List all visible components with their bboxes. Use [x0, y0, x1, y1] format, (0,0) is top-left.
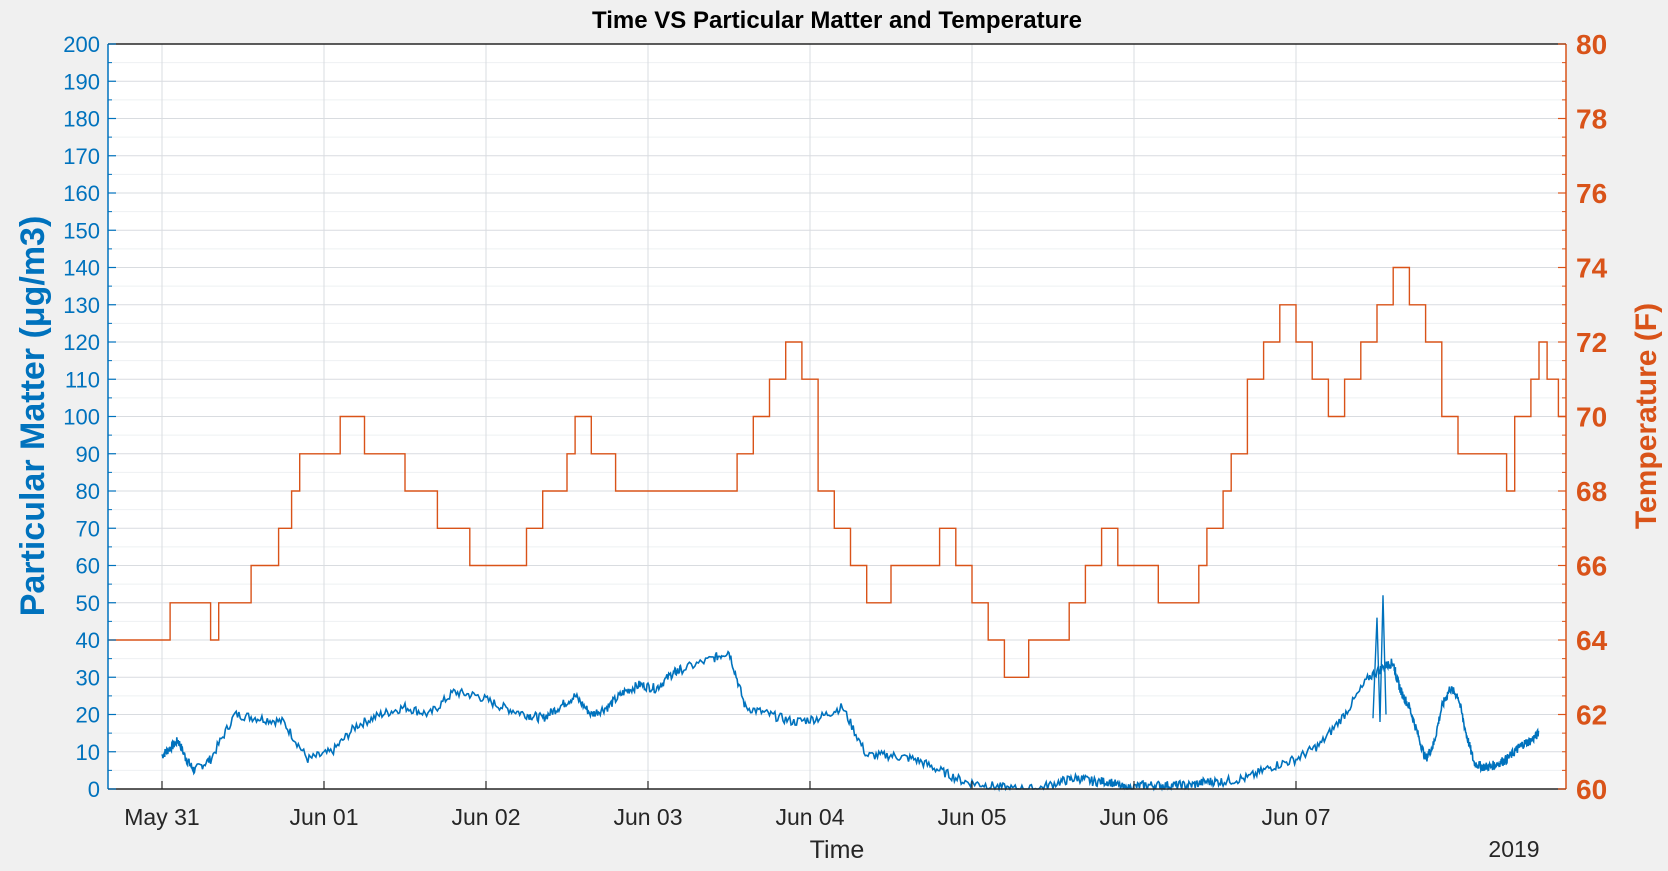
y-left-tick-label: 110 [65, 367, 100, 392]
y-right-tick-label: 78 [1576, 104, 1607, 135]
y-left-tick-label: 30 [76, 665, 100, 690]
y-right-tick-label: 72 [1576, 327, 1607, 358]
y-right-axis-label: Temperature (F) [1630, 303, 1663, 529]
axes [107, 43, 1567, 790]
temperature-series [108, 266, 1567, 678]
pm-line [161, 650, 1540, 793]
tick-labels: 0 10 20 30 40 50 60 70 80 90 100 110 120 130 140 150 160… [63, 29, 1607, 830]
y-right-tick-label: 74 [1576, 253, 1608, 284]
grid [108, 43, 1566, 790]
y-left-tick-label: 70 [76, 516, 100, 541]
y-right-tick-label: 64 [1576, 625, 1608, 656]
y-left-tick-label: 120 [63, 330, 100, 355]
y-left-tick-label: 0 [88, 777, 100, 802]
x-tick-label: Jun 04 [775, 804, 844, 830]
chart-title: Time VS Particular Matter and Temperatur… [592, 7, 1082, 34]
x-tick-label: Jun 05 [937, 804, 1006, 830]
temperature-line [108, 266, 1567, 678]
x-tick-label: May 31 [124, 804, 199, 830]
pm-spike [1372, 595, 1387, 722]
y-right-tick-label: 68 [1576, 476, 1607, 507]
y-left-tick-label: 90 [76, 442, 100, 467]
x-tick-label: Jun 07 [1261, 804, 1330, 830]
y-left-tick-label: 180 [63, 107, 100, 132]
x-axis-year-label: 2019 [1488, 836, 1539, 862]
y-left-axis-label: Particular Matter (μg/m3) [14, 216, 52, 617]
y-left-tick-label: 150 [63, 218, 100, 243]
y-left-tick-label: 60 [76, 554, 100, 579]
y-left-tick-label: 140 [63, 256, 100, 281]
y-right-tick-label: 70 [1576, 402, 1607, 433]
y-right-tick-label: 60 [1576, 774, 1607, 805]
y-left-tick-label: 50 [76, 591, 100, 616]
y-left-tick-label: 170 [63, 144, 100, 169]
x-tick-label: Jun 01 [289, 804, 358, 830]
y-left-tick-label: 100 [63, 405, 100, 430]
x-tick-label: Jun 03 [613, 804, 682, 830]
y-left-tick-label: 80 [76, 479, 100, 504]
y-right-tick-label: 66 [1576, 551, 1607, 582]
pm-series [161, 595, 1540, 793]
y-left-tick-label: 160 [63, 181, 100, 206]
y-left-tick-label: 10 [76, 740, 100, 765]
y-left-tick-label: 130 [63, 293, 100, 318]
y-left-tick-label: 200 [63, 32, 100, 57]
y-left-tick-label: 190 [63, 69, 100, 94]
y-left-tick-label: 20 [76, 703, 100, 728]
y-right-tick-label: 62 [1576, 700, 1607, 731]
y-right-tick-label: 80 [1576, 29, 1607, 60]
x-tick-label: Jun 02 [451, 804, 520, 830]
y-left-tick-label: 40 [76, 628, 100, 653]
y-right-tick-label: 76 [1576, 178, 1607, 209]
x-axis-label: Time [810, 836, 865, 864]
x-tick-label: Jun 06 [1099, 804, 1168, 830]
